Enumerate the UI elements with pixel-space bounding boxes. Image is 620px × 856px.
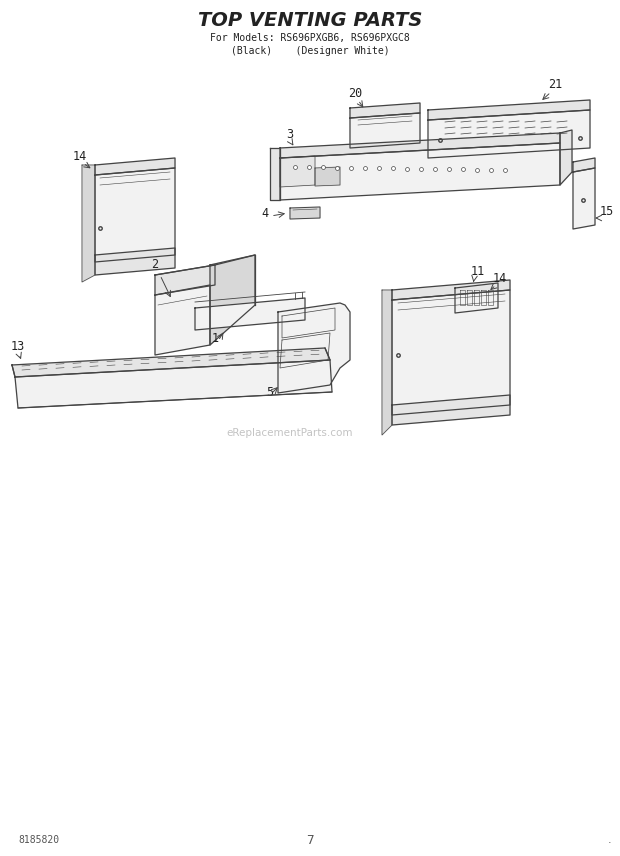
Polygon shape [155,265,215,295]
Text: eReplacementParts.com: eReplacementParts.com [227,428,353,438]
Polygon shape [155,285,210,355]
Text: 14: 14 [73,150,87,163]
Text: 4: 4 [262,207,268,220]
Polygon shape [280,133,560,158]
Polygon shape [573,168,595,229]
Text: (Black)    (Designer White): (Black) (Designer White) [231,46,389,56]
Polygon shape [210,255,255,345]
Polygon shape [382,290,392,435]
Polygon shape [278,303,350,393]
Polygon shape [290,207,320,219]
Polygon shape [474,290,479,305]
Text: 13: 13 [11,340,25,353]
Text: 1: 1 [211,332,219,345]
Polygon shape [392,395,510,425]
Polygon shape [467,290,472,305]
Polygon shape [12,348,330,377]
Polygon shape [95,248,175,275]
Polygon shape [481,290,486,305]
Polygon shape [392,280,510,300]
Text: 14: 14 [493,272,507,285]
Polygon shape [280,143,560,200]
Text: 5: 5 [267,386,273,399]
Polygon shape [455,283,498,313]
Polygon shape [428,100,590,120]
Polygon shape [428,110,590,158]
Text: 21: 21 [548,78,562,91]
Polygon shape [488,290,493,305]
Polygon shape [270,148,280,200]
Polygon shape [350,113,420,148]
Text: 15: 15 [600,205,614,218]
Polygon shape [460,290,465,305]
Text: 3: 3 [286,128,293,141]
Polygon shape [280,156,315,187]
Text: 11: 11 [471,265,485,278]
Text: 8185820: 8185820 [18,835,59,845]
Text: 2: 2 [151,258,159,271]
Polygon shape [560,130,572,185]
Polygon shape [82,165,95,282]
Text: TOP VENTING PARTS: TOP VENTING PARTS [198,10,422,29]
Text: 7: 7 [306,834,314,847]
Polygon shape [350,103,420,118]
Text: .: . [608,835,612,845]
Polygon shape [392,290,510,415]
Polygon shape [573,158,595,172]
Text: For Models: RS696PXGB6, RS696PXGC8: For Models: RS696PXGB6, RS696PXGC8 [210,33,410,43]
Polygon shape [315,167,340,186]
Polygon shape [195,298,305,330]
Polygon shape [95,168,175,262]
Text: 20: 20 [348,87,362,100]
Polygon shape [15,360,332,408]
Polygon shape [95,158,175,175]
